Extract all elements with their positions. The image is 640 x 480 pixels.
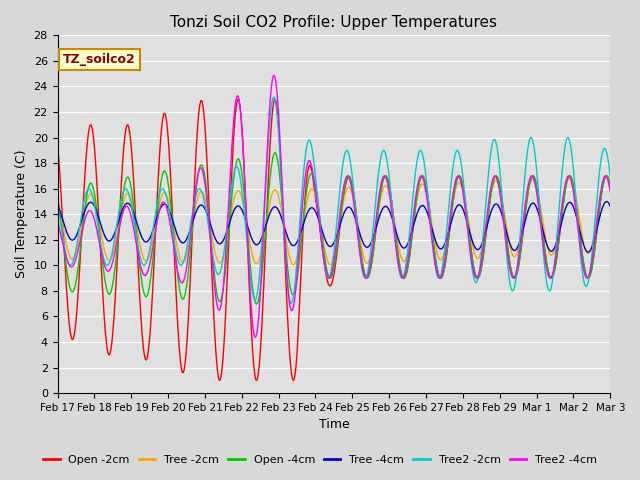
Title: Tonzi Soil CO2 Profile: Upper Temperatures: Tonzi Soil CO2 Profile: Upper Temperatur… bbox=[170, 15, 497, 30]
Legend: Open -2cm, Tree -2cm, Open -4cm, Tree -4cm, Tree2 -2cm, Tree2 -4cm: Open -2cm, Tree -2cm, Open -4cm, Tree -4… bbox=[38, 451, 602, 469]
Text: TZ_soilco2: TZ_soilco2 bbox=[63, 53, 136, 66]
Y-axis label: Soil Temperature (C): Soil Temperature (C) bbox=[15, 150, 28, 278]
X-axis label: Time: Time bbox=[319, 419, 349, 432]
